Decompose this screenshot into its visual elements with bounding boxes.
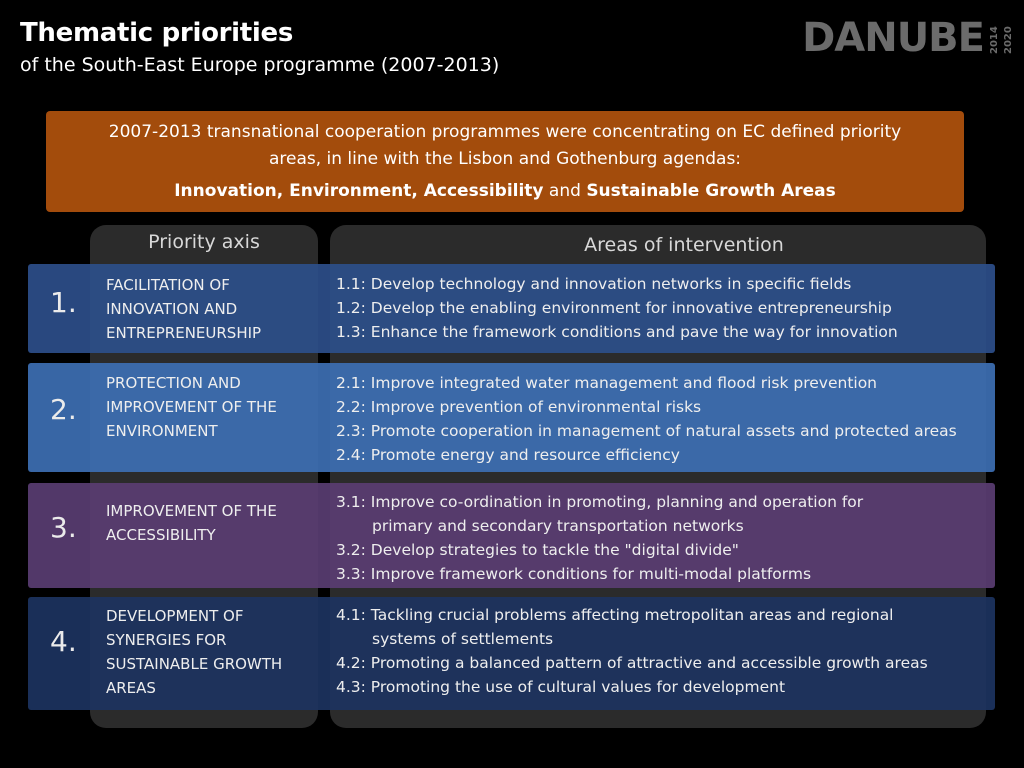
intervention-item: 2.4: Promote energy and resource efficie… <box>336 446 680 464</box>
priority-axis-header: Priority axis <box>148 231 260 253</box>
intervention-item: 2.1: Improve integrated water management… <box>336 374 878 392</box>
priority-row: 4. DEVELOPMENT OF SYNERGIES FOR SUSTAINAB… <box>28 597 995 710</box>
intervention-item: 3.3: Improve framework conditions for mu… <box>336 565 812 583</box>
banner-focus: Innovation, Environment, Accessibility a… <box>46 178 964 205</box>
intervention-item: 2.3: Promote cooperation in management o… <box>336 422 957 440</box>
banner-focus-and: and <box>548 181 581 201</box>
intervention-item: 1.1: Develop technology and innovation n… <box>336 275 852 293</box>
intervention-item: 1.3: Enhance the framework conditions an… <box>336 323 898 341</box>
intervention-list: 2.1: Improve integrated water management… <box>336 371 996 467</box>
priority-axis-name: DEVELOPMENT OF SYNERGIES FOR SUSTAINABLE… <box>106 607 283 697</box>
logo-year-start: 2014 <box>989 26 1000 54</box>
intro-banner: 2007-2013 transnational cooperation prog… <box>46 111 964 212</box>
intervention-item: 3.1: Improve co-ordination in promoting,… <box>336 493 864 511</box>
intervention-item: 4.1: Tackling crucial problems affecting… <box>336 606 894 624</box>
banner-text: 2007-2013 transnational cooperation prog… <box>108 122 902 169</box>
priority-number: 1. <box>50 286 77 319</box>
intervention-item: 4.3: Promoting the use of cultural value… <box>336 678 786 696</box>
logo-year-end: 2020 <box>1003 26 1014 54</box>
intervention-item-continuation: primary and secondary transportation net… <box>372 517 744 535</box>
intervention-item: 2.2: Improve prevention of environmental… <box>336 398 702 416</box>
intervention-list: 4.1: Tackling crucial problems affecting… <box>336 603 996 699</box>
priority-row: 3. IMPROVEMENT OF THE ACCESSIBILITY 3.1: I… <box>28 483 995 588</box>
banner-focus-main: Innovation, Environment, Accessibility <box>174 181 544 201</box>
priority-row: 1. FACILITATION OF INNOVATION AND ENTREPR… <box>28 264 995 353</box>
page-subtitle: of the South-East Europe programme (2007… <box>20 54 500 76</box>
priority-number: 3. <box>50 511 77 544</box>
priority-number: 4. <box>50 625 77 658</box>
priority-axis-name: PROTECTION AND IMPROVEMENT OF THE ENVIRO… <box>106 374 277 440</box>
areas-header: Areas of intervention <box>584 234 784 256</box>
page-title: Thematic priorities <box>20 18 294 48</box>
priority-number: 2. <box>50 393 77 426</box>
logo-years: 2014 2020 <box>988 18 1016 54</box>
intervention-list: 1.1: Develop technology and innovation n… <box>336 272 996 344</box>
danube-logo: DANUBE 2014 2020 <box>802 18 1016 58</box>
priority-axis-name: FACILITATION OF INNOVATION AND ENTREPREN… <box>106 276 262 342</box>
intervention-list: 3.1: Improve co-ordination in promoting,… <box>336 490 996 586</box>
priority-row: 2. PROTECTION AND IMPROVEMENT OF THE ENVI… <box>28 363 995 472</box>
logo-word: DANUBE <box>802 15 985 61</box>
intervention-item: 1.2: Develop the enabling environment fo… <box>336 299 892 317</box>
priority-axis-name: IMPROVEMENT OF THE ACCESSIBILITY <box>106 502 277 544</box>
intervention-item-continuation: systems of settlements <box>372 630 554 648</box>
intervention-item: 4.2: Promoting a balanced pattern of att… <box>336 654 928 672</box>
intervention-item: 3.2: Develop strategies to tackle the "d… <box>336 541 739 559</box>
banner-focus-last: Sustainable Growth Areas <box>586 181 836 201</box>
